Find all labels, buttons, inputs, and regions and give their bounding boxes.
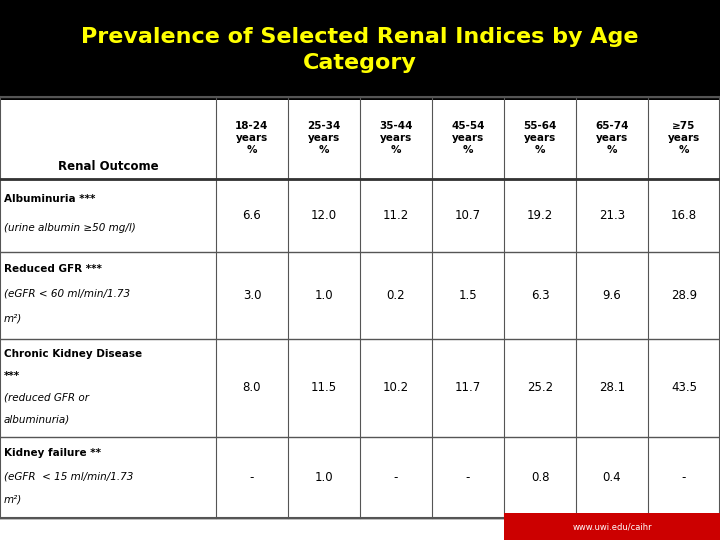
Text: albuminuria): albuminuria) (4, 415, 70, 424)
Text: Renal Outcome: Renal Outcome (58, 160, 158, 173)
Text: (reduced GFR or: (reduced GFR or (4, 393, 89, 403)
Text: 35-44
years
%: 35-44 years % (379, 120, 413, 156)
Text: Chronic Kidney Disease: Chronic Kidney Disease (4, 349, 142, 359)
Text: (eGFR  < 15 ml/min/1.73: (eGFR < 15 ml/min/1.73 (4, 471, 133, 482)
Text: Prevalence of Selected Renal Indices by Age
Category: Prevalence of Selected Renal Indices by … (81, 27, 639, 73)
Text: 0.2: 0.2 (387, 289, 405, 302)
Text: 3.0: 3.0 (243, 289, 261, 302)
Text: m²): m²) (4, 495, 22, 505)
Text: 10.7: 10.7 (455, 208, 481, 221)
Text: (urine albumin ≥50 mg/l): (urine albumin ≥50 mg/l) (4, 223, 135, 233)
Text: 1.5: 1.5 (459, 289, 477, 302)
Text: -: - (466, 471, 470, 484)
Text: 45-54
years
%: 45-54 years % (451, 120, 485, 156)
Text: 65-74
years
%: 65-74 years % (595, 120, 629, 156)
Text: -: - (394, 471, 398, 484)
Text: ≥75
years
%: ≥75 years % (668, 120, 700, 156)
Text: Reduced GFR ***: Reduced GFR *** (4, 264, 102, 274)
Text: 18-24
years
%: 18-24 years % (235, 120, 269, 156)
FancyBboxPatch shape (0, 0, 720, 100)
Text: Albuminuria ***: Albuminuria *** (4, 194, 95, 204)
Text: 8.0: 8.0 (243, 381, 261, 394)
Text: 11.7: 11.7 (455, 381, 481, 394)
Text: 1.0: 1.0 (315, 289, 333, 302)
Text: 11.5: 11.5 (311, 381, 337, 394)
Text: 0.4: 0.4 (603, 471, 621, 484)
Text: -: - (682, 471, 686, 484)
Text: 12.0: 12.0 (311, 208, 337, 221)
Text: 19.2: 19.2 (527, 208, 553, 221)
Text: 0.8: 0.8 (531, 471, 549, 484)
Text: -: - (250, 471, 254, 484)
Text: 28.9: 28.9 (671, 289, 697, 302)
Text: 43.5: 43.5 (671, 381, 697, 394)
Text: 6.6: 6.6 (243, 208, 261, 221)
Text: 6.3: 6.3 (531, 289, 549, 302)
Text: 16.8: 16.8 (671, 208, 697, 221)
FancyBboxPatch shape (504, 513, 720, 540)
Text: ***: *** (4, 371, 19, 381)
Text: www.uwi.edu/caihr: www.uwi.edu/caihr (572, 522, 652, 531)
Text: 9.6: 9.6 (603, 289, 621, 302)
Text: 25.2: 25.2 (527, 381, 553, 394)
Text: (eGFR < 60 ml/min/1.73: (eGFR < 60 ml/min/1.73 (4, 289, 130, 299)
Text: 25-34
years
%: 25-34 years % (307, 120, 341, 156)
Text: 28.1: 28.1 (599, 381, 625, 394)
Text: m²): m²) (4, 314, 22, 324)
Text: 11.2: 11.2 (383, 208, 409, 221)
Text: 1.0: 1.0 (315, 471, 333, 484)
Text: 55-64
years
%: 55-64 years % (523, 120, 557, 156)
Text: 21.3: 21.3 (599, 208, 625, 221)
Text: Kidney failure **: Kidney failure ** (4, 448, 101, 458)
Text: 10.2: 10.2 (383, 381, 409, 394)
